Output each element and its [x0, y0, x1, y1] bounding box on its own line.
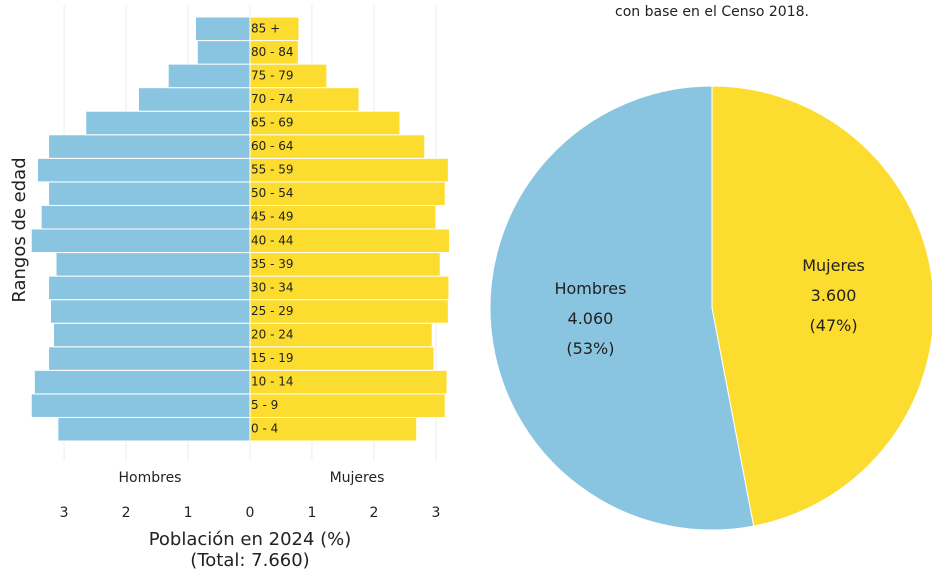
category-label: 70 - 74: [251, 92, 294, 106]
bar: [30, 393, 251, 418]
slice-value: 4.060: [568, 309, 614, 328]
bar: [194, 16, 251, 42]
x-tick-label: 1: [184, 505, 193, 521]
pie-title: con base en el Censo 2018.: [615, 4, 809, 20]
bar: [167, 63, 251, 89]
bar: [196, 40, 251, 65]
x-tick-label: 2: [369, 505, 378, 521]
bar: [48, 181, 251, 206]
bar: [49, 299, 251, 324]
category-label: 30 - 34: [251, 280, 294, 294]
bar: [48, 134, 251, 159]
x-axis-title: Población en 2024 (%): [149, 529, 352, 550]
bar: [249, 16, 300, 42]
bar: [249, 393, 446, 418]
category-label: 65 - 69: [251, 116, 294, 130]
category-label: 15 - 19: [251, 351, 294, 365]
total-label: (Total: 7.660): [190, 550, 309, 571]
category-label: 35 - 39: [251, 257, 294, 271]
x-tick-label: 3: [431, 505, 440, 521]
category-label: 60 - 64: [251, 139, 294, 153]
slice-value: 3.600: [811, 286, 857, 305]
bar: [48, 275, 251, 301]
legend-label: Mujeres: [330, 470, 385, 486]
bar: [55, 252, 251, 277]
x-tick-label: 0: [246, 505, 255, 521]
pie-slice: [711, 85, 932, 527]
slice-name: Hombres: [554, 279, 626, 298]
x-tick-label: 1: [308, 505, 317, 521]
bar: [57, 416, 251, 442]
category-label: 20 - 24: [251, 328, 294, 342]
bar: [137, 87, 251, 112]
category-label: 85 +: [251, 21, 280, 35]
bar: [40, 204, 251, 230]
legend-label: Hombres: [119, 470, 182, 486]
bar: [85, 110, 251, 136]
category-label: 0 - 4: [251, 422, 278, 436]
category-label: 45 - 49: [251, 210, 294, 224]
x-tick-label: 3: [60, 505, 69, 521]
bar: [30, 228, 251, 254]
slice-name: Mujeres: [802, 256, 865, 275]
bar: [36, 157, 251, 183]
bar: [53, 322, 251, 348]
y-axis-title: Rangos de edad: [9, 157, 30, 302]
category-label: 55 - 59: [251, 163, 294, 177]
category-label: 40 - 44: [251, 233, 294, 247]
category-label: 80 - 84: [251, 45, 294, 59]
category-label: 25 - 29: [251, 304, 294, 318]
bar: [33, 369, 251, 395]
category-label: 75 - 79: [251, 68, 294, 82]
x-tick-label: 2: [122, 505, 131, 521]
slice-percent: (47%): [810, 316, 858, 335]
slice-percent: (53%): [566, 339, 614, 358]
category-label: 5 - 9: [251, 398, 278, 412]
category-label: 10 - 14: [251, 375, 294, 389]
category-label: 50 - 54: [251, 186, 294, 200]
pie-slice: [489, 85, 755, 531]
bar: [48, 346, 251, 371]
